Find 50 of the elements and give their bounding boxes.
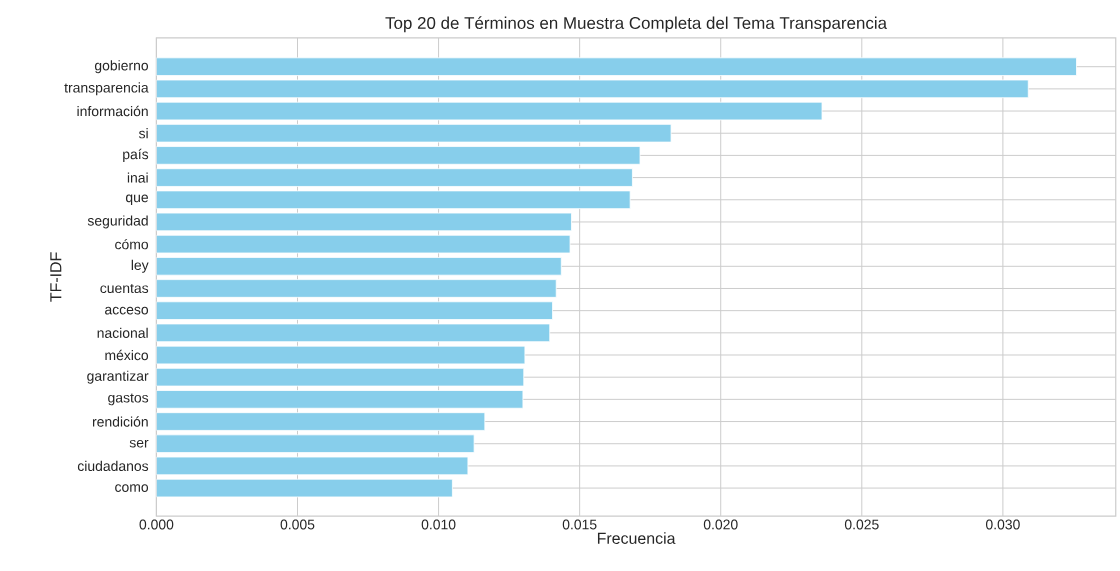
y-tick-label: cómo: [115, 239, 149, 250]
bar: [156, 456, 469, 476]
bar: [156, 190, 631, 210]
bar: [156, 434, 475, 454]
bar: [156, 57, 1077, 77]
bar: [156, 412, 486, 431]
y-tick-label: garantizar: [87, 370, 149, 384]
y-tick-label: ley: [131, 259, 149, 273]
y-tick-label: rendición: [92, 416, 148, 427]
y-tick-label: información: [77, 105, 148, 117]
bar: [156, 323, 551, 343]
y-tick-label: méxico: [105, 349, 149, 361]
x-tick-label: 0.020: [703, 519, 738, 530]
x-tick-label: 0.000: [139, 519, 174, 530]
y-tick-label: transparencia: [64, 82, 149, 96]
chart-title: Top 20 de Términos en Muestra Completa del Tema Transparencia: [385, 16, 888, 33]
y-axis-title: TF-IDF: [50, 252, 62, 302]
bar: [156, 124, 672, 143]
bar: [156, 234, 571, 254]
x-axis-title: Frecuencia: [597, 532, 676, 545]
bar: [156, 301, 553, 321]
x-tick-label: 0.005: [280, 519, 315, 530]
y-tick-label: gastos: [108, 393, 149, 406]
x-tick-label: 0.015: [562, 519, 597, 530]
y-tick-label: inai: [127, 172, 148, 183]
y-tick-label: cuentas: [100, 283, 149, 294]
bar: [156, 257, 562, 276]
y-tick-label: país: [123, 148, 149, 163]
bar: [156, 168, 633, 187]
bar: [156, 279, 557, 298]
bar: [156, 101, 823, 121]
bar: [156, 146, 641, 165]
bar: [156, 478, 453, 498]
y-tick-label: nacional: [97, 327, 148, 339]
bar: [156, 390, 524, 409]
bar: [156, 212, 572, 232]
x-tick-label: 0.010: [421, 519, 456, 530]
y-tick-label: seguridad: [87, 215, 148, 229]
y-tick-label: ser: [129, 439, 149, 448]
x-tick-label: 0.025: [844, 519, 879, 530]
x-tick-label: 0.030: [985, 519, 1020, 530]
bar: [156, 368, 525, 387]
bar: [156, 345, 526, 365]
bar: [156, 79, 1029, 99]
y-tick-label: que: [125, 194, 149, 206]
y-tick-label: gobierno: [94, 60, 149, 74]
y-tick-label: como: [115, 484, 149, 492]
y-tick-label: si: [138, 128, 148, 139]
y-tick-label: acceso: [105, 306, 149, 315]
y-tick-label: ciudadanos: [77, 460, 149, 472]
